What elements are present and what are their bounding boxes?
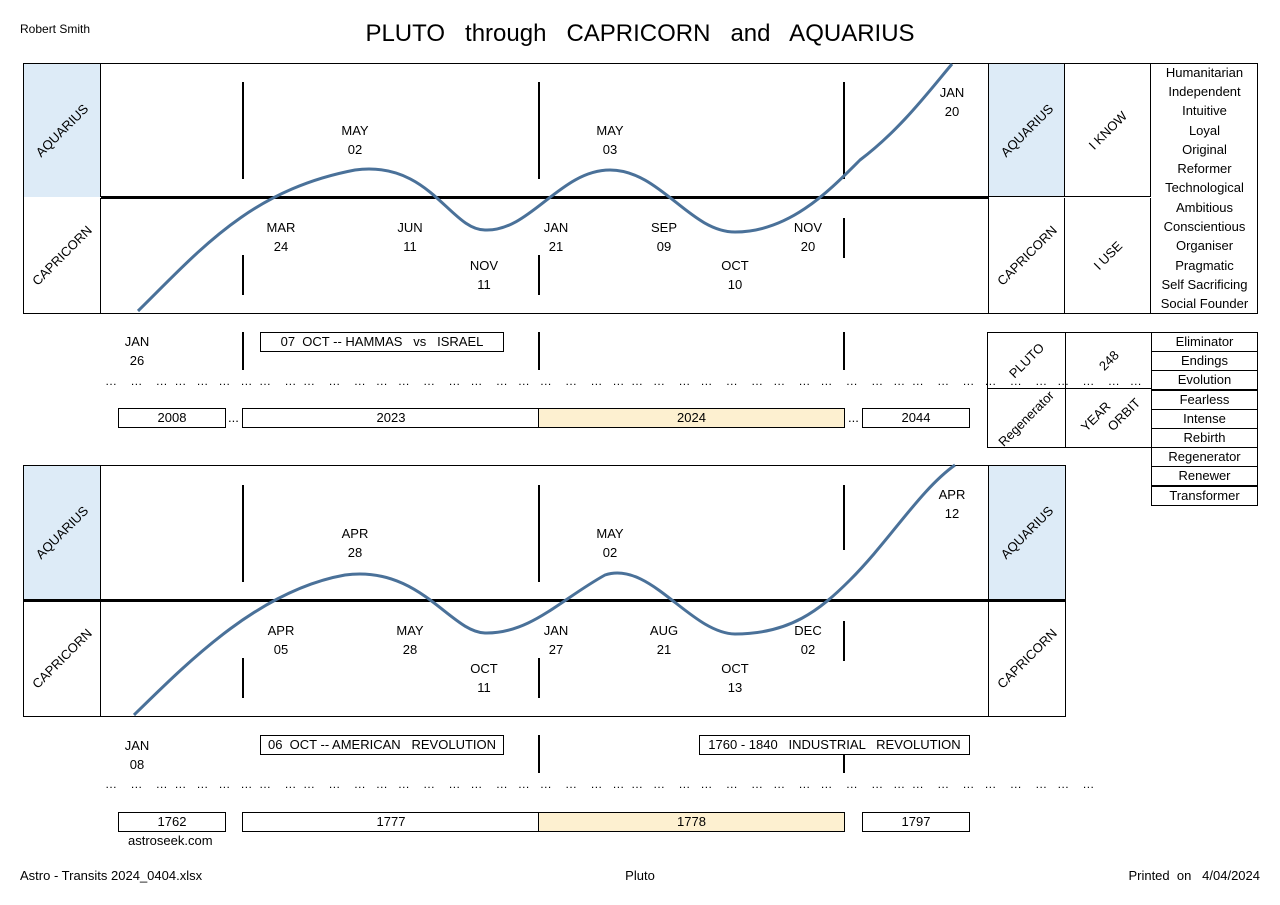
i-use-cell: I USE (1065, 198, 1151, 313)
date-label: JAN 20 (939, 85, 965, 119)
start-date: JAN 08 (124, 738, 150, 772)
trait-item: Pragmatic (1175, 257, 1234, 273)
panel-1-side-frame (988, 63, 1258, 314)
marker-line (242, 485, 244, 582)
marker-line (843, 218, 845, 258)
i-know-cell: I KNOW (1065, 64, 1151, 197)
event-box: 07 OCT -- HAMMAS vs ISRAEL (260, 332, 504, 352)
panel-1-left-aquarius: AQUARIUS (24, 64, 101, 197)
date-label: AUG 21 (649, 623, 679, 657)
date-label: JAN 21 (543, 220, 569, 254)
trait-item: Organiser (1175, 238, 1234, 254)
trait-item: Reformer (1177, 161, 1232, 176)
panel-2-left-capricorn: CAPRICORN (24, 601, 101, 716)
date-label: OCT 11 (470, 661, 498, 695)
marker-line (843, 621, 845, 661)
date-label: OCT 13 (721, 661, 749, 695)
panel-2-left-aquarius: AQUARIUS (24, 466, 101, 599)
year-box: 1797 (862, 812, 970, 832)
marker-line (843, 485, 845, 550)
trait-item: Loyal (1188, 122, 1221, 138)
pluto-trait-cell: Transformer (1151, 485, 1258, 506)
date-label: NOV 11 (469, 258, 499, 292)
marker-line (538, 82, 540, 179)
trait-item: Conscientious (1163, 219, 1246, 235)
trait-item: Ambitious (1175, 200, 1234, 215)
date-label: JUN 11 (397, 220, 423, 254)
ellipsis: ... (848, 410, 859, 425)
marker-line (242, 82, 244, 179)
start-date: JAN 26 (124, 334, 150, 368)
date-label: JAN 27 (543, 623, 569, 657)
date-label: APR 28 (341, 526, 369, 560)
panel-1-right-aquarius: AQUARIUS (989, 64, 1065, 197)
panel-2-frame (23, 465, 1066, 717)
panel-1-boundary (101, 196, 989, 199)
pluto-trait-cell: Fearless (1151, 389, 1258, 410)
panel-1-left-capricorn: CAPRICORN (24, 198, 101, 313)
dotted-leader: … … … … … … … … … … … … … … … … … … … … … (105, 777, 1095, 791)
trait-item: Technological (1165, 180, 1244, 196)
pluto-cell: PLUTO (988, 333, 1066, 389)
date-label: SEP 09 (650, 220, 677, 254)
date-label: OCT 10 (721, 258, 749, 292)
trait-item: Humanitarian (1165, 65, 1244, 80)
marker-line (538, 255, 540, 295)
marker-line (242, 658, 244, 698)
panel-2-right-capricorn: CAPRICORN (988, 601, 1065, 716)
event-box: 06 OCT -- AMERICAN REVOLUTION (260, 735, 504, 755)
date-label: MAY 28 (396, 623, 424, 657)
marker-line (843, 82, 845, 179)
panel-1-right-capricorn: CAPRICORN (989, 198, 1065, 313)
date-label: MAR 24 (266, 220, 296, 254)
marker-line (242, 332, 244, 370)
marker-line (843, 754, 845, 773)
trait-item: Social Founder (1160, 296, 1249, 311)
pluto-trait-cell: Renewer (1151, 466, 1258, 487)
date-label: MAY 02 (341, 123, 369, 157)
date-label: MAY 03 (596, 123, 624, 157)
marker-line (242, 255, 244, 295)
regenerator-cell: Regenerator (988, 387, 1066, 449)
date-label: MAY 02 (596, 526, 624, 560)
source-label: astroseek.com (128, 833, 213, 848)
trait-item: Intuitive (1182, 103, 1227, 119)
ellipsis: ... (228, 410, 239, 425)
trait-item: Self Sacrificing (1161, 276, 1248, 292)
author-name: Robert Smith (20, 22, 91, 36)
marker-line (538, 485, 540, 582)
footer-file: Astro - Transits 2024_0404.xlsx (20, 868, 203, 883)
year-box-highlighted: 1778 (538, 812, 845, 832)
year-box-highlighted: 2024 (538, 408, 845, 428)
date-label: DEC 02 (794, 623, 822, 657)
panel-2-right-aquarius: AQUARIUS (988, 466, 1065, 599)
year-box: 2023 (242, 408, 540, 428)
pluto-trait-cell: Eliminator (1151, 332, 1258, 352)
page-title: PLUTO through CAPRICORN and AQUARIUS (365, 20, 915, 47)
date-label: APR 12 (938, 487, 966, 521)
date-label: NOV 20 (793, 220, 823, 254)
footer-printed: Printed on 4/04/2024 (1128, 868, 1260, 883)
marker-line (538, 332, 540, 370)
marker-line (843, 332, 845, 370)
footer-sheet: Pluto (625, 868, 655, 883)
pluto-trait-cell: Evolution (1151, 370, 1258, 391)
year-box: 1777 (242, 812, 540, 832)
marker-line (538, 658, 540, 698)
pluto-trait-cell: Rebirth (1151, 428, 1258, 448)
year-box: 2008 (118, 408, 226, 428)
year-box: 1762 (118, 812, 226, 832)
event-box: 1760 - 1840 INDUSTRIAL REVOLUTION (699, 735, 970, 755)
marker-line (538, 735, 540, 773)
orbit-number-cell: 248 (1066, 333, 1152, 389)
trait-item: Original (1182, 141, 1227, 157)
year-box: 2044 (862, 408, 970, 428)
trait-item: Independent (1168, 84, 1241, 100)
panel-2-boundary (24, 599, 1065, 602)
date-label: APR 05 (267, 623, 295, 657)
